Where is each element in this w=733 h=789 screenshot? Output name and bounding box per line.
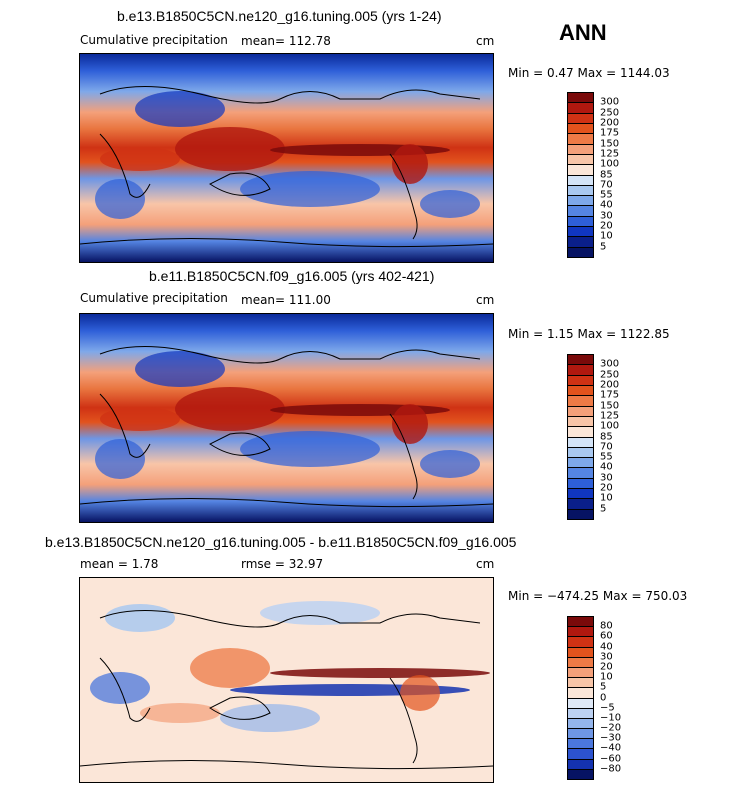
colorbar-tick-label: 300 [600, 96, 620, 108]
panel-top-minmax: Min = 0.47 Max = 1144.03 [508, 66, 670, 80]
panel-bottom-title: b.e13.B1850C5CN.ne120_g16.tuning.005 - b… [45, 534, 517, 550]
colorbar-tick-label: −20 [600, 722, 622, 734]
colorbar-swatch [567, 768, 594, 780]
colorbar-tick-label: 175 [600, 127, 620, 139]
colorbar-tick-label: 30 [600, 210, 613, 222]
colorbar-tick-label: 10 [600, 671, 613, 683]
colorbar-tick-label: 40 [600, 461, 613, 473]
panel-middle-minmax: Min = 1.15 Max = 1122.85 [508, 327, 670, 341]
panel-bottom-mean: mean = 1.78 [80, 557, 159, 571]
colorbar-tick-label: −60 [600, 753, 622, 765]
colorbar-tick-label: 20 [600, 482, 613, 494]
panel-middle-colorbar: 300 250 200 175 150 125 100 85 70 55 40 30 20 10 5 [567, 354, 627, 520]
colorbar-tick-label: 85 [600, 431, 613, 442]
colorbar-tick-label: 85 [600, 169, 613, 180]
colorbar-tick-label: 10 [600, 230, 613, 242]
panel-middle-precip-map [79, 313, 494, 523]
colorbar-tick-label: 10 [600, 492, 613, 504]
colorbar-tick-label: 100 [600, 158, 620, 170]
panel-middle-mean: mean= 111.00 [241, 293, 331, 307]
colorbar-swatch [567, 246, 594, 258]
colorbar-tick-label: 5 [600, 503, 607, 515]
colorbar-tick-label: 200 [600, 379, 620, 391]
colorbar-tick-label: 125 [600, 148, 620, 160]
panel-top-variable-label: Cumulative precipitation [80, 33, 228, 47]
colorbar-tick-label: 20 [600, 220, 613, 232]
colorbar-tick-label: 40 [600, 199, 613, 211]
colorbar-tick-label: 30 [600, 651, 613, 663]
panel-middle-title: b.e11.B1850C5CN.f09_g16.005 (yrs 402-421… [149, 268, 435, 284]
colorbar-tick-label: 5 [600, 681, 607, 693]
colorbar-tick-label: 60 [600, 630, 613, 642]
colorbar-tick-label: 70 [600, 441, 613, 453]
colorbar-tick-label: 30 [600, 472, 613, 484]
colorbar-tick-label: 100 [600, 420, 620, 432]
panel-top-units: cm [476, 34, 495, 48]
colorbar-tick-label: 5 [600, 241, 607, 253]
colorbar-tick-label: 150 [600, 400, 620, 412]
panel-bottom-rmse: rmse = 32.97 [241, 557, 324, 571]
colorbar-tick-label: −40 [600, 742, 622, 754]
panel-bottom-colorbar: 80 60 40 30 20 10 5 0 −5 −10 −20 −30 −40 −60 −80 [567, 616, 627, 780]
colorbar-tick-label: 70 [600, 179, 613, 191]
colorbar-tick-label: 200 [600, 117, 620, 129]
panel-bottom-units: cm [476, 557, 495, 571]
panel-bottom-minmax: Min = −474.25 Max = 750.03 [508, 589, 688, 603]
colorbar-tick-label: −80 [600, 763, 622, 775]
panel-top-colorbar: 300 250 200 175 150 125 100 85 70 55 40 30 20 10 5 [567, 92, 627, 258]
colorbar-tick-label: 55 [600, 189, 613, 201]
colorbar-tick-label: 250 [600, 107, 620, 119]
colorbar-tick-label: 55 [600, 451, 613, 463]
panel-top-title: b.e13.B1850C5CN.ne120_g16.tuning.005 (yr… [117, 8, 442, 24]
colorbar-tick-label: 175 [600, 389, 620, 401]
colorbar-tick-label: −10 [600, 712, 622, 724]
colorbar-tick-label: 125 [600, 410, 620, 422]
panel-top-precip-map [79, 53, 494, 263]
season-label: ANN [559, 20, 607, 45]
panel-bottom-difference-map [79, 577, 494, 783]
panel-middle-variable-label: Cumulative precipitation [80, 291, 228, 305]
colorbar-tick-label: −5 [600, 702, 615, 714]
panel-middle-units: cm [476, 293, 495, 307]
colorbar-tick-label: 300 [600, 358, 620, 370]
panel-top-mean: mean= 112.78 [241, 34, 331, 48]
colorbar-tick-label: 20 [600, 661, 613, 673]
colorbar-tick-label: 80 [600, 620, 613, 632]
colorbar-tick-label: 250 [600, 369, 620, 381]
colorbar-tick-label: 0 [600, 692, 607, 703]
colorbar-swatch [567, 508, 594, 520]
colorbar-tick-label: −30 [600, 732, 622, 744]
colorbar-tick-label: 150 [600, 138, 620, 150]
colorbar-tick-label: 40 [600, 641, 613, 653]
